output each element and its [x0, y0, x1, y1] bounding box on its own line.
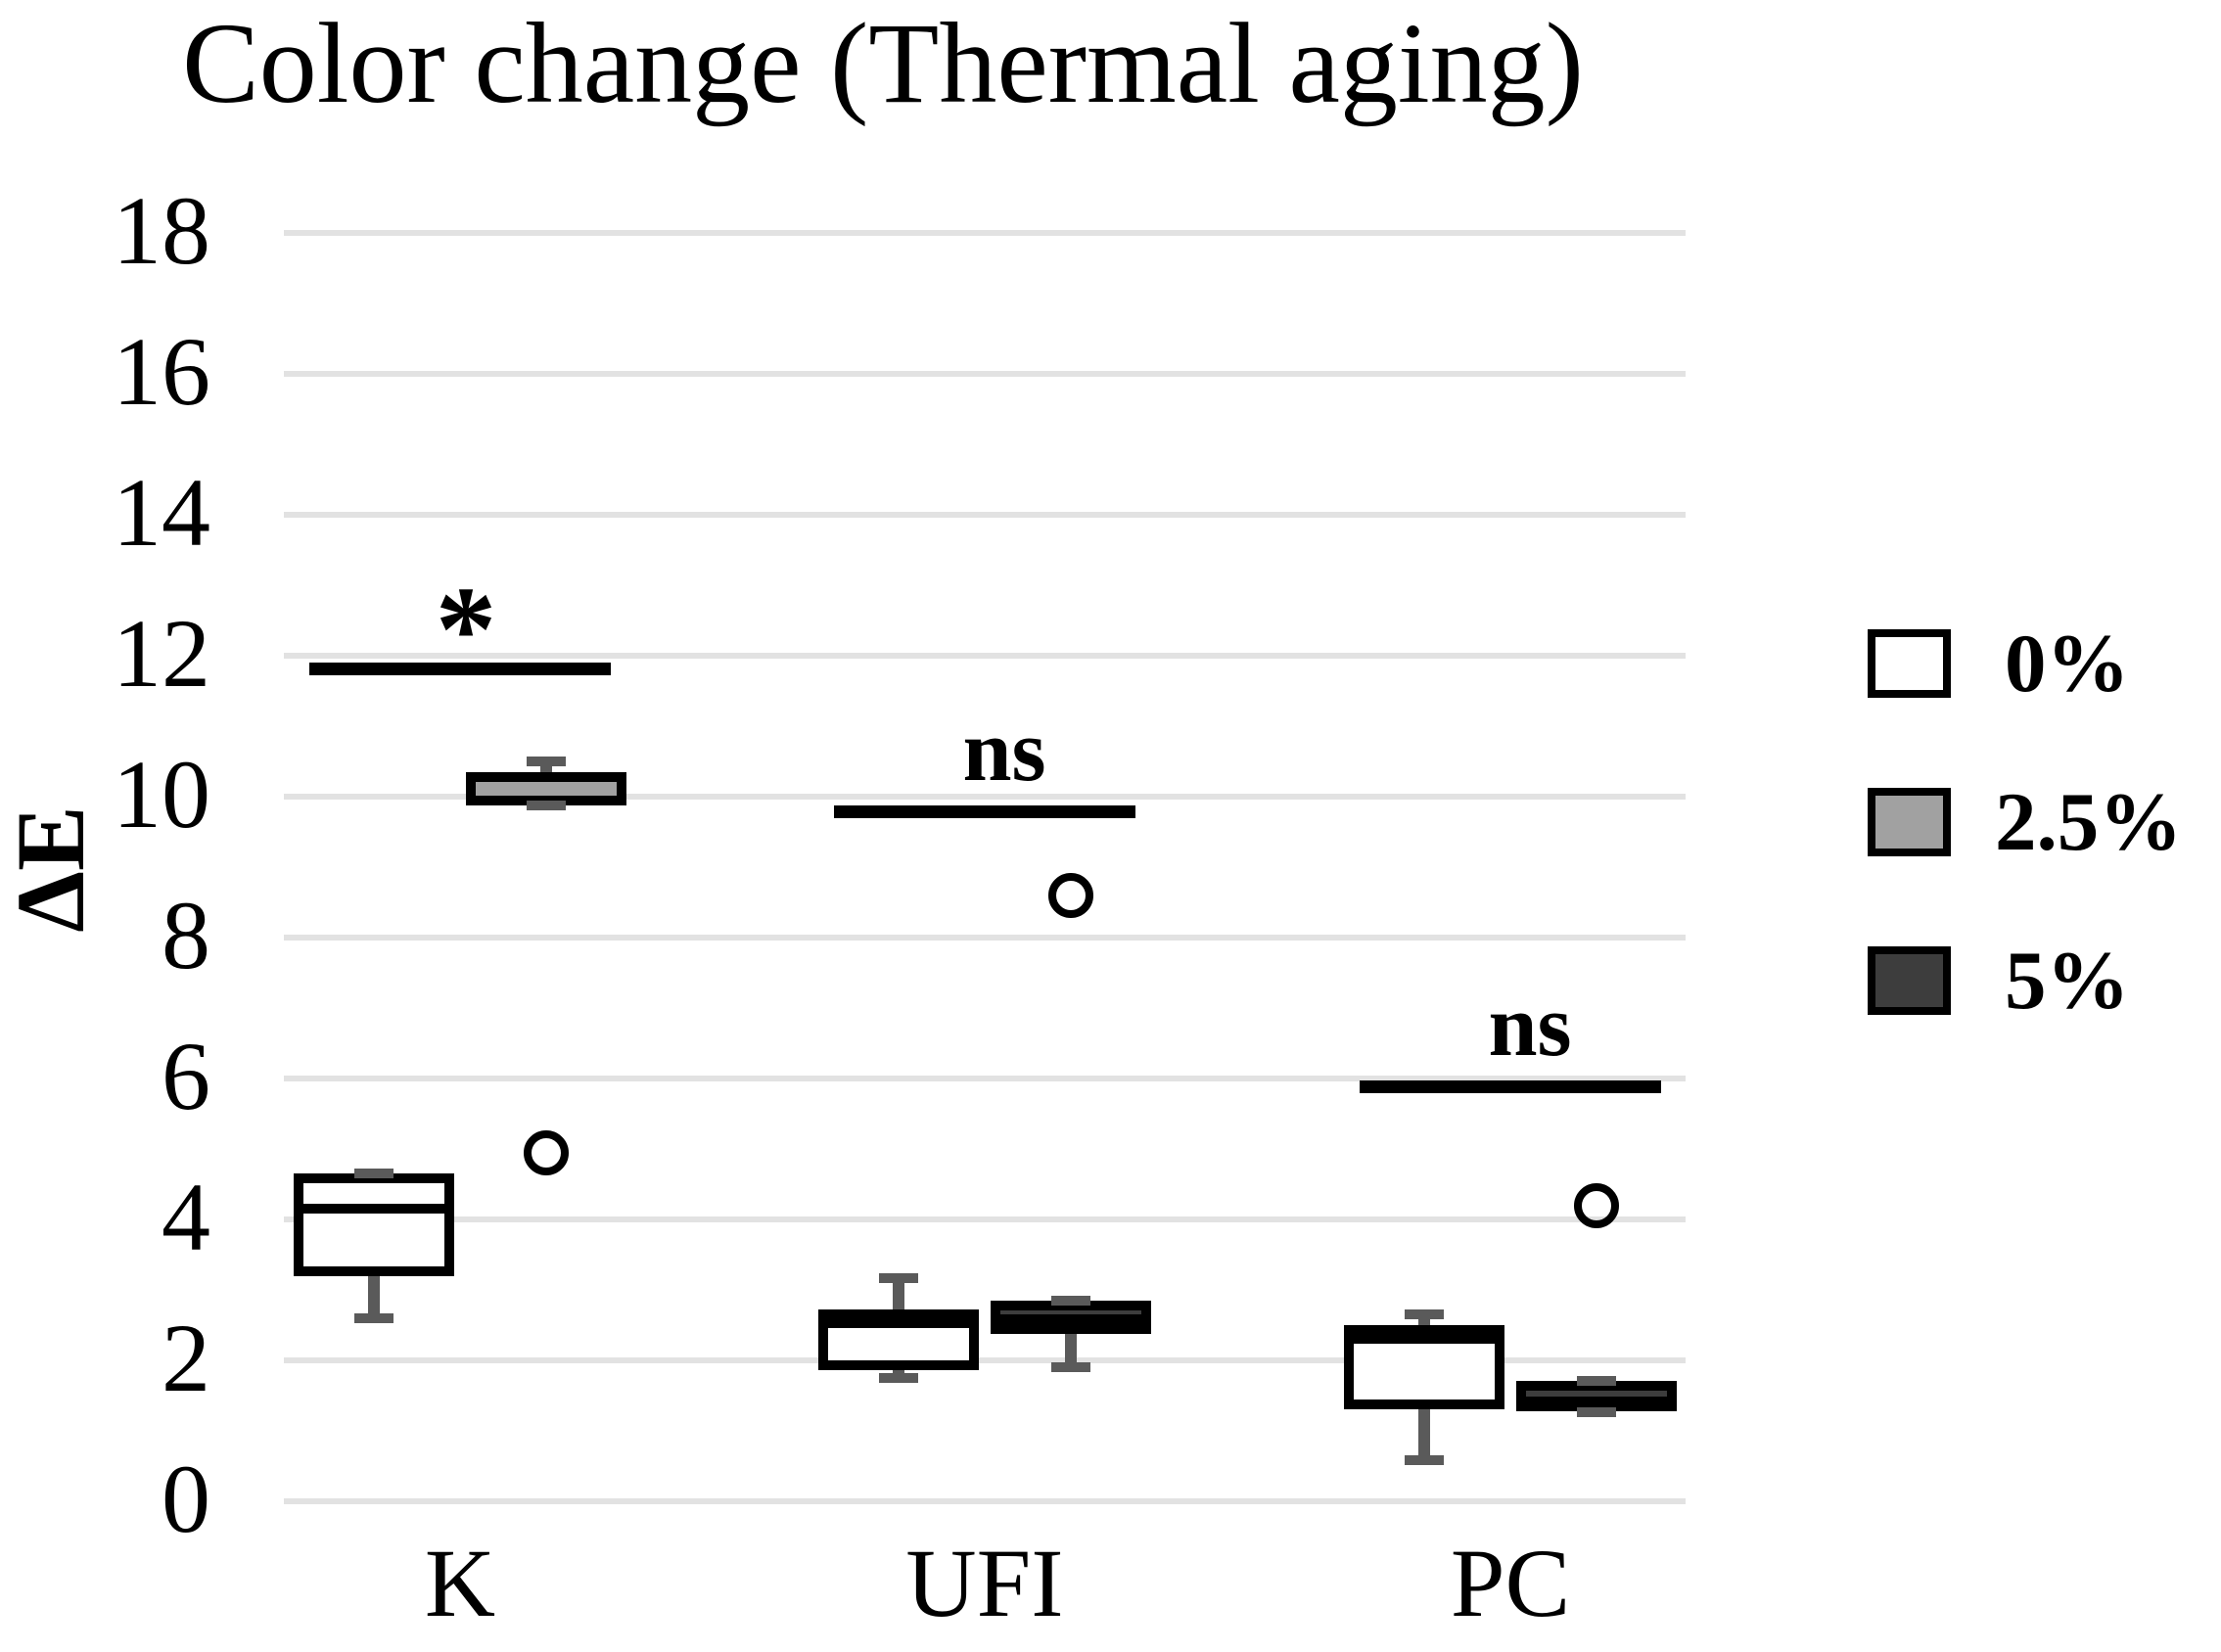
gridline-16	[284, 371, 1686, 377]
outlier-PC-5%-0	[1574, 1182, 1619, 1228]
legend-swatch-0pct	[1868, 629, 1951, 698]
median-line-UFI-0	[828, 1317, 969, 1328]
whisker-cap-high-PC-0	[1405, 1309, 1444, 1320]
whisker-cap-high-UFI-0	[879, 1272, 918, 1283]
legend-label-2-5pct: 2.5%	[1995, 776, 2183, 868]
whisker-stem-high-UFI-0	[893, 1277, 904, 1310]
gridline-2	[284, 1357, 1686, 1363]
y-tick-label-0: 0	[162, 1445, 210, 1553]
y-tick-label-14: 14	[113, 458, 210, 567]
gridline-8	[284, 935, 1686, 941]
legend-label-5pct: 5%	[2005, 935, 2130, 1027]
whisker-cap-low-UFI-0	[879, 1373, 918, 1383]
whisker-cap-high-K-0	[354, 1169, 393, 1179]
category-label-UFI: UFI	[905, 1529, 1064, 1637]
whisker-stem-high-PC-0	[1418, 1314, 1430, 1325]
legend-label-0pct: 0%	[2005, 618, 2130, 710]
y-tick-label-8: 8	[162, 881, 210, 989]
significance-label-UFI: ns	[962, 702, 1046, 800]
median-line-K-1	[476, 795, 617, 805]
whisker-stem-low-PC-0	[1418, 1409, 1430, 1461]
chart-title: Color change (Thermal aging)	[182, 0, 1584, 127]
y-tick-label-2: 2	[162, 1304, 210, 1412]
whisker-stem-low-K-0	[368, 1275, 380, 1318]
y-tick-label-12: 12	[113, 599, 210, 708]
outlier-K-2.5%-0	[524, 1129, 569, 1175]
whisker-cap-high-PC-1	[1577, 1375, 1616, 1386]
gridline-10	[284, 794, 1686, 800]
significance-bar-K	[309, 663, 611, 676]
outlier-UFI-5%-0	[1048, 872, 1093, 918]
median-line-K-0	[303, 1204, 444, 1215]
y-tick-label-16: 16	[113, 317, 210, 426]
gridline-4	[284, 1216, 1686, 1222]
box-K-0%	[294, 1173, 454, 1276]
median-line-PC-1	[1526, 1396, 1667, 1406]
whisker-stem-low-UFI-1	[1065, 1333, 1077, 1368]
whisker-cap-low-K-0	[354, 1312, 393, 1323]
category-label-PC: PC	[1450, 1529, 1571, 1637]
legend-swatch-5pct	[1868, 946, 1951, 1015]
gridline-12	[284, 653, 1686, 659]
whisker-cap-high-K-1	[527, 757, 566, 766]
whisker-cap-low-UFI-1	[1051, 1362, 1090, 1373]
significance-label-K: *	[435, 563, 497, 699]
significance-bar-PC	[1360, 1080, 1661, 1094]
gridline-18	[284, 230, 1686, 236]
median-line-UFI-1	[1000, 1314, 1141, 1325]
whisker-stem-high-K-1	[540, 761, 552, 772]
y-tick-label-10: 10	[113, 740, 210, 849]
gridline-0	[284, 1498, 1686, 1504]
whisker-cap-high-UFI-1	[1051, 1295, 1090, 1306]
whisker-cap-low-PC-0	[1405, 1455, 1444, 1466]
whisker-cap-low-PC-1	[1577, 1407, 1616, 1418]
category-label-K: K	[424, 1529, 496, 1637]
y-tick-label-18: 18	[113, 176, 210, 285]
y-tick-label-4: 4	[162, 1163, 210, 1271]
gridline-14	[284, 512, 1686, 518]
y-tick-label-6: 6	[162, 1022, 210, 1130]
median-line-PC-0	[1354, 1334, 1495, 1345]
whisker-cap-low-K-1	[527, 800, 566, 810]
gridline-6	[284, 1076, 1686, 1081]
legend-swatch-2-5pct	[1868, 788, 1951, 856]
significance-label-PC: ns	[1488, 978, 1572, 1076]
significance-bar-UFI	[834, 804, 1135, 818]
